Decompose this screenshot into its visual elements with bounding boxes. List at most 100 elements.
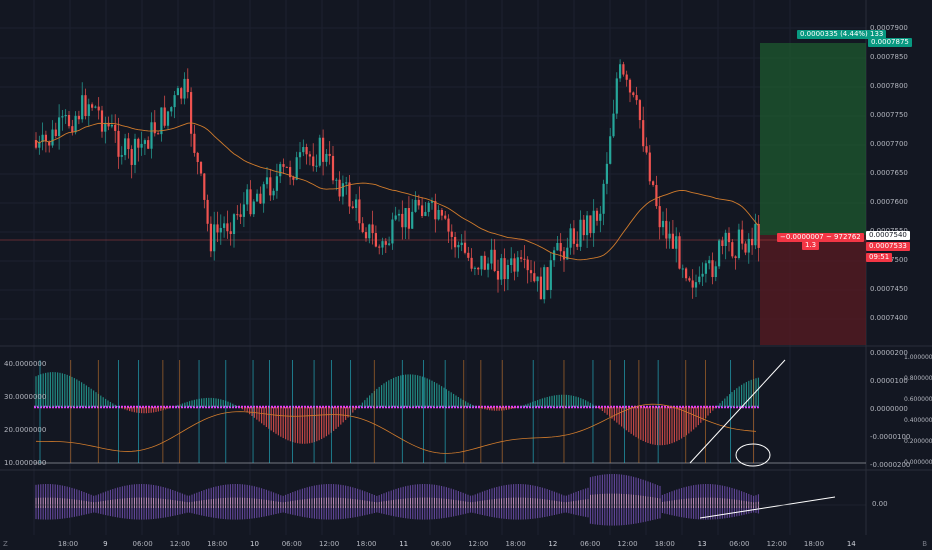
candle-body — [229, 231, 232, 234]
candle-body — [635, 95, 638, 101]
candle-body — [579, 219, 582, 247]
candle-body — [216, 224, 219, 233]
candle-body — [48, 141, 51, 146]
candle-body — [381, 241, 384, 248]
price-axis-label: 0.0007400 — [870, 314, 908, 322]
candle-body — [711, 260, 714, 278]
candle-body — [506, 265, 509, 280]
price-axis-label: 0.0007900 — [870, 24, 908, 32]
osc-mid-axis-label: 0.0000100 — [870, 377, 908, 385]
candle-body — [110, 124, 113, 127]
candle-body — [44, 134, 47, 142]
candle-body — [157, 133, 160, 135]
candle-body — [315, 165, 318, 167]
candle-body — [609, 136, 612, 164]
oscillator-line — [35, 403, 757, 454]
candle-body — [285, 166, 288, 168]
candle-body — [526, 259, 529, 271]
candle-body — [71, 126, 74, 133]
candle-body — [731, 242, 734, 257]
candle-body — [467, 252, 470, 258]
candle-body — [153, 122, 156, 134]
candle-body — [308, 154, 311, 157]
price-axis-label: 0.0007800 — [870, 82, 908, 90]
candle-body — [487, 263, 490, 270]
candle-body — [335, 179, 338, 181]
candle-body — [727, 232, 731, 243]
candle-body — [427, 202, 430, 212]
candle-body — [388, 243, 391, 245]
settings-icon[interactable]: B — [922, 540, 927, 548]
candle-body — [447, 218, 450, 232]
current-price-tag: 0.0007540 — [866, 231, 910, 240]
candle-body — [721, 240, 724, 246]
candle-body — [232, 214, 236, 234]
candle-body — [226, 223, 229, 232]
candle-body — [391, 219, 394, 244]
time-axis-label: 06:00 — [729, 540, 750, 548]
candle-body — [440, 210, 443, 216]
target-price-tag: 0.0007875 — [868, 38, 912, 47]
candle-body — [642, 120, 645, 147]
candle-body — [223, 223, 226, 228]
candle-body — [206, 199, 209, 224]
candle-body — [658, 206, 661, 228]
time-axis-label: 18:00 — [356, 540, 377, 548]
candle-body — [64, 114, 67, 117]
candle-body — [480, 255, 483, 270]
candle-body — [671, 233, 674, 249]
candle-body — [490, 249, 493, 264]
candle-body — [295, 157, 298, 180]
osc-mid-axis-label: 0.0000200 — [870, 349, 908, 357]
candle-body — [305, 147, 308, 155]
candle-body — [87, 104, 90, 117]
candle-body — [463, 242, 467, 253]
candle-body — [562, 251, 566, 260]
candle-body — [543, 267, 546, 300]
candle-body — [302, 147, 305, 153]
trendline-drawing — [699, 496, 836, 519]
candle-body — [91, 104, 94, 108]
candle-body — [371, 224, 374, 234]
candle-body — [546, 267, 549, 290]
candle-body — [645, 146, 648, 153]
candle-body — [536, 276, 539, 282]
candle-body — [460, 242, 463, 246]
candle-body — [54, 129, 57, 137]
time-axis-label: 12:00 — [766, 540, 787, 548]
candle-body — [176, 88, 179, 96]
loss-zone — [760, 235, 866, 345]
candle-body — [239, 214, 242, 217]
candle-body — [397, 213, 401, 216]
candle-body — [51, 129, 54, 146]
price-axis-label: 0.0007600 — [870, 198, 908, 206]
candle-body — [401, 213, 404, 228]
candle-body — [500, 258, 503, 280]
candle-body — [407, 208, 410, 229]
candle-body — [325, 153, 328, 162]
candle-body — [120, 155, 123, 157]
candle-body — [279, 164, 282, 177]
time-axis-label: 12:00 — [468, 540, 489, 548]
candle-body — [355, 199, 358, 208]
candle-body — [744, 243, 747, 253]
time-axis-label: 18:00 — [803, 540, 825, 548]
candle-body — [510, 258, 513, 266]
candle-body — [272, 190, 275, 196]
candle-body — [77, 115, 80, 120]
candle-body — [450, 231, 453, 237]
candle-body — [691, 280, 694, 288]
candle-body — [638, 100, 641, 121]
candle-body — [104, 122, 107, 132]
time-axis-label: 14 — [846, 540, 856, 548]
candle-body — [569, 228, 572, 248]
candle-body — [127, 138, 130, 150]
candle-body — [269, 177, 272, 196]
candle-body — [414, 199, 417, 212]
candle-body — [741, 229, 744, 244]
timezone-icon[interactable]: Z — [3, 540, 8, 548]
candle-body — [404, 208, 407, 228]
candle-body — [477, 267, 480, 270]
